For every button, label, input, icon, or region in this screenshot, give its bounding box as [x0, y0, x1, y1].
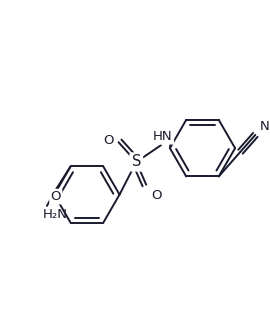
Text: H₂N: H₂N: [43, 208, 68, 221]
Text: O: O: [151, 189, 162, 202]
Text: S: S: [132, 155, 141, 169]
Text: N: N: [259, 120, 269, 133]
Text: HN: HN: [153, 130, 173, 143]
Text: O: O: [50, 190, 61, 203]
Text: O: O: [103, 134, 114, 147]
